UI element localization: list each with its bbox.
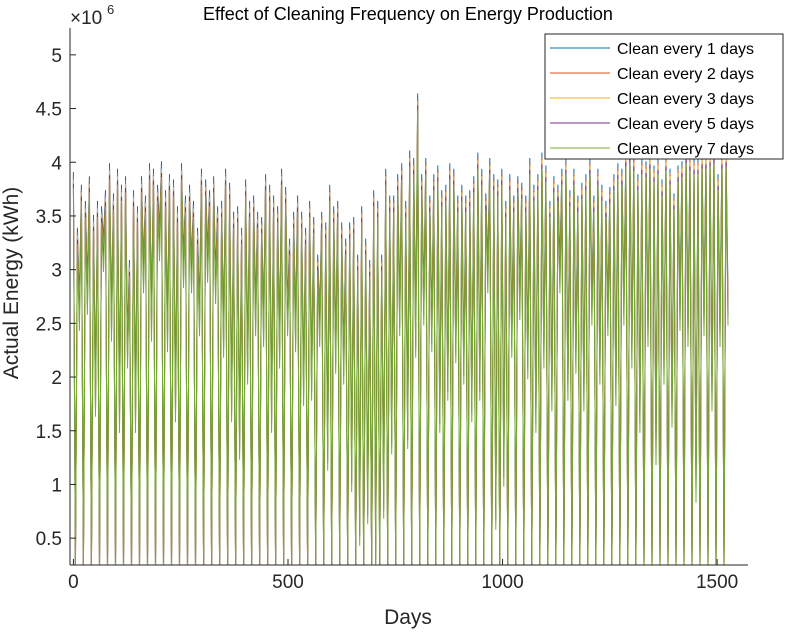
x-tick-label: 500 bbox=[272, 572, 304, 593]
x-tick-label: 1000 bbox=[481, 572, 523, 593]
y-exponent-power: 6 bbox=[107, 2, 114, 17]
legend-entries: Clean every 1 days Clean every 2 days Clea… bbox=[550, 41, 754, 158]
legend-label: Clean every 5 days bbox=[617, 116, 754, 133]
y-tick-label: 2 bbox=[51, 368, 62, 389]
x-tick-label: 0 bbox=[68, 572, 79, 593]
x-ticks: 0 500 1000 1500 bbox=[68, 559, 738, 593]
y-tick-label: 5 bbox=[51, 46, 62, 67]
legend-box bbox=[544, 33, 784, 160]
y-tick-label: 0.5 bbox=[36, 529, 62, 550]
legend-label: Clean every 1 days bbox=[617, 41, 754, 58]
y-tick-label: 3.5 bbox=[36, 207, 62, 228]
x-tick-label: 1500 bbox=[696, 572, 738, 593]
y-exponent-label: ×10 6 bbox=[70, 2, 114, 29]
y-tick-label: 4.5 bbox=[36, 100, 62, 121]
y-tick-label: 1 bbox=[51, 475, 62, 496]
y-tick-label: 4 bbox=[51, 153, 62, 174]
axes bbox=[69, 28, 748, 566]
y-tick-label: 1.5 bbox=[36, 422, 62, 443]
y-exponent-base: ×10 bbox=[70, 8, 102, 29]
chart-title: Effect of Cleaning Frequency on Energy P… bbox=[203, 4, 613, 24]
series-lines bbox=[72, 93, 729, 565]
y-ticks: 0.5 1 1.5 2 2.5 3 3.5 4 4.5 5 bbox=[36, 46, 76, 550]
y-tick-label: 2.5 bbox=[36, 314, 62, 335]
x-axis-title: Days bbox=[384, 606, 432, 629]
y-tick-label: 3 bbox=[51, 261, 62, 282]
legend: Clean every 1 days Clean every 2 days Clea… bbox=[544, 33, 784, 160]
legend-label: Clean every 2 days bbox=[617, 66, 754, 83]
y-axis-title: Actual Energy (kWh) bbox=[0, 187, 23, 380]
legend-label: Clean every 7 days bbox=[617, 141, 754, 158]
legend-label: Clean every 3 days bbox=[617, 91, 754, 108]
series-line bbox=[72, 109, 729, 565]
